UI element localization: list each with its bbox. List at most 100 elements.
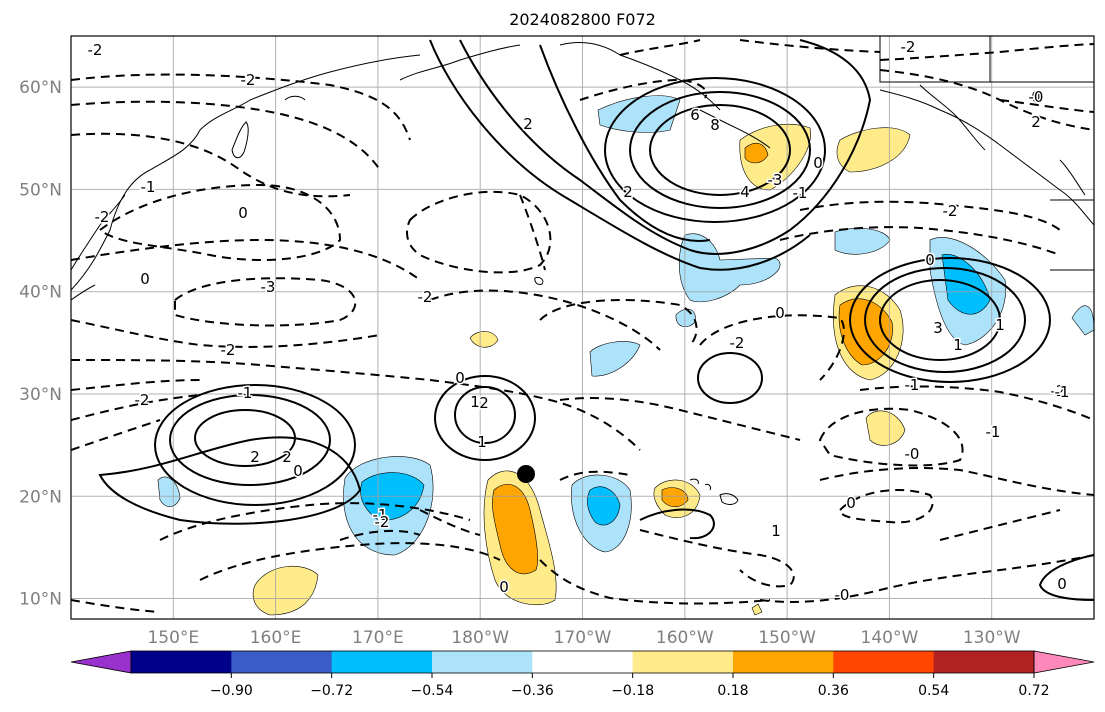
shade-blue-light [157,476,181,507]
lat-tick-label: 40°N [19,283,62,303]
lat-tick-label: 10°N [19,590,62,610]
positive-contours [98,39,1094,601]
contour-value-label: 2 [1031,113,1041,131]
colorbar-frame [130,650,1035,674]
contour-value-label: 0 [499,578,509,596]
contour-value-label: -2 [1051,382,1066,400]
contour-value-label: 0 [813,154,823,172]
contour-value-label: -2 [901,38,916,56]
colorbar-tick-label: −0.18 [611,683,654,699]
contour-value-label: 1 [771,522,781,540]
shade-yellow [751,603,763,616]
shade-yellow [836,127,911,173]
lon-tick-label: 160°W [656,628,714,648]
shade-orange [492,484,538,575]
contour-value-label: 0 [140,270,150,288]
contour-value-label: -2 [221,341,236,359]
contour-value-label: 1 [953,336,963,354]
map-plot-area: -2-2-1-2 0-20 -3-2-2 -1 12 20021-1-2022684-3-… [71,36,1094,619]
lon-tick-label: 150°E [147,628,199,648]
contour-value-label: -3 [768,171,783,189]
colorbar-tick-label: −0.72 [310,683,353,699]
contour-value-label: -2 [95,208,110,226]
contour-value-label: 4 [740,183,750,201]
map-title: 2024082800 F072 [509,10,656,29]
contour-labels: -2-2-1-2 0-20 -3-2-2 -1 12 20021-1-2022684-3-… [86,37,1071,606]
lon-tick-label: 170°W [554,628,612,648]
contour-value-label: -2 [88,41,103,59]
colorbar-segment [331,651,433,673]
colorbar-tick-label: −0.54 [411,683,454,699]
lon-tick-label: 130°W [963,628,1021,648]
shade-blue-light [589,341,641,377]
contour-value-label: 0 [1057,575,1067,593]
colorbar-segment [432,651,533,673]
lon-tick-label: 150°W [758,628,816,648]
contour-value-label: -3 [261,278,276,296]
shade-blue-light [678,233,781,303]
location-marker [517,465,535,483]
shade-orange [661,487,689,508]
lat-tick-label: 60°N [19,78,62,98]
lon-tick-label: 160°E [250,628,302,648]
shade-orange [744,142,769,164]
contour-value-label: 1 [470,393,480,411]
contour-value-label: -0 [835,586,850,604]
contour-value-label: 3 [933,319,943,337]
lon-tick-label: 180°W [451,628,509,648]
contour-value-label: -2 [375,513,390,531]
longitude-labels: 150°E 160°E 170°E 180°W 170°W 160°W 150°W 140°W… [147,628,1020,648]
contour-value-label: -0 [905,445,920,463]
contour-value-label: 0 [846,494,856,512]
contour-value-label: 0 [775,304,785,322]
contour-value-label: -2 [418,288,433,306]
lon-tick-label: 140°W [861,628,919,648]
contour-value-label: -2 [241,71,256,89]
contour-value-label: 8 [710,116,720,134]
contour-value-label: 0 [293,462,303,480]
contour-value-label: -2 [943,202,958,220]
colorbar-segment [833,651,935,673]
colorbar-tick-label: 0.72 [1018,683,1049,699]
contour-value-label: 6 [690,106,700,124]
colorbar-extend-high [1033,650,1095,674]
contour-value-label: 0 [1031,88,1041,106]
graticule [71,36,1094,619]
contour-value-label: -1 [141,178,156,196]
shade-blue-light [1071,305,1094,336]
contour-value-label: 1 [995,316,1005,334]
shade-yellow [252,565,319,616]
contour-value-label: 2 [479,394,489,412]
colorbar-tick-label: 0.54 [918,683,949,699]
contour-value-label: -0 [1029,88,1044,106]
latitude-labels: 60°N 50°N 40°N 30°N 20°N 10°N [19,78,62,609]
negative-contours [71,39,1094,613]
contour-value-label: -1 [793,184,808,202]
contour-value-label: 0 [238,204,248,222]
colorbar-segment [231,651,333,673]
colorbar-tick-label: 0.18 [717,683,748,699]
contour-value-label: 2 [523,115,533,133]
lon-tick-label: 170°E [352,628,404,648]
colorbar-segment [733,651,834,673]
colorbar-tick-label: −0.90 [210,683,253,699]
colorbar-extend-low [70,650,132,674]
contour-value-label: 2 [250,448,260,466]
contour-value-label: 0 [925,251,935,269]
shade-yellow [469,331,499,348]
contour-value-label: 1 [477,433,487,451]
contour-value-label: -1 [1055,383,1070,401]
colorbar-segment [131,651,232,673]
colorbar-segment [632,651,734,673]
shade-yellow [865,410,906,446]
contour-value-label: -1 [373,506,388,524]
contour-value-label: 0 [455,369,465,387]
colorbar-segment [933,651,1035,673]
contour-value-label: -1 [905,376,920,394]
colorbar: −0.90 −0.72 −0.54 −0.36 −0.18 0.18 0.36 0.54 0.7… [70,650,1095,699]
colorbar-tick-label: 0.36 [818,683,849,699]
lat-tick-label: 20°N [19,487,62,507]
contour-value-label: 2 [282,448,292,466]
plot-frame [70,35,1095,620]
